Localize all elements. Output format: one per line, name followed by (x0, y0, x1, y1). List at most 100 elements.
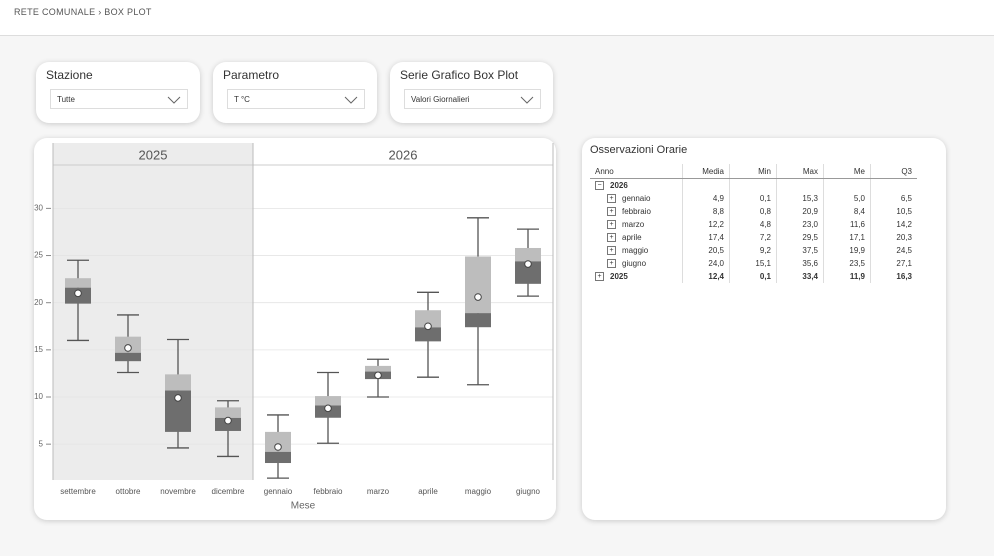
column-header[interactable]: Min (729, 164, 777, 179)
table-cell: 29,5 (776, 231, 824, 244)
row-label-cell: + gennaio (590, 192, 683, 205)
breadcrumb[interactable]: RETE COMUNALE › BOX PLOT (14, 7, 152, 17)
dropdown[interactable]: Tutte (50, 89, 188, 109)
column-header[interactable]: Media (682, 164, 730, 179)
filter-card: Serie Grafico Box Plot Valori Giornalieri (390, 62, 553, 123)
row-label-cell: + giugno (590, 257, 683, 270)
dropdown[interactable]: T °C (227, 89, 365, 109)
box-lower (465, 313, 491, 328)
x-tick-label: novembre (160, 487, 196, 496)
table-cell (823, 178, 871, 192)
x-tick-label: settembre (60, 487, 96, 496)
table-cell (776, 178, 824, 192)
column-header[interactable]: Anno (590, 164, 683, 179)
chart-card: 2025 2026 5 10 15 20 25 30 settembre ottobre novem… (34, 138, 556, 520)
box-upper (365, 365, 391, 372)
expand-toggle[interactable]: + (595, 272, 604, 282)
table-row: +2025 12,4 0,1 33,4 11,9 16,3 (590, 270, 917, 283)
box-upper (215, 407, 241, 418)
mean-dot (274, 443, 282, 451)
box-lower (515, 261, 541, 284)
x-tick-label: ottobre (116, 487, 141, 496)
expand-toggle[interactable]: + (607, 220, 616, 230)
expand-toggle[interactable]: + (607, 207, 616, 217)
table-row: + febbraio 8,8 0,8 20,9 8,4 10,5 (590, 205, 917, 218)
mean-dot (174, 394, 182, 402)
y-tick-label: 30 (34, 203, 43, 212)
table-cell: 27,1 (870, 257, 917, 270)
x-tick-label: aprile (418, 487, 438, 496)
mean-dot (524, 260, 532, 268)
row-label: gennaio (622, 193, 651, 203)
mean-dot (324, 404, 332, 413)
table-cell: 4,9 (682, 192, 730, 205)
mean-dot (74, 289, 82, 298)
box-upper (265, 431, 291, 452)
filter-card: Parametro T °C (213, 62, 377, 123)
dropdown[interactable]: Valori Giornalieri (404, 89, 541, 109)
expand-toggle[interactable]: + (607, 194, 616, 204)
y-tick-label: 5 (39, 439, 44, 448)
table-cell: 19,9 (823, 244, 871, 257)
table-cell: 11,9 (823, 270, 871, 283)
table-cell: 15,3 (776, 192, 824, 205)
row-label-cell: + marzo (590, 218, 683, 231)
table-cell: 7,2 (729, 231, 777, 244)
dropdown-value: Valori Giornalieri (411, 95, 470, 104)
table-cell: 24,5 (870, 244, 917, 257)
table-cell: 16,3 (870, 270, 917, 283)
row-label-cell: + febbraio (590, 205, 683, 218)
row-label-cell: + aprile (590, 231, 683, 244)
table-cell: 11,6 (823, 218, 871, 231)
table-cell: 33,4 (776, 270, 824, 283)
table-cell: 17,4 (682, 231, 730, 244)
x-tick-label: febbraio (314, 487, 343, 496)
dropdown-value: Tutte (57, 95, 75, 104)
table-cell: 14,2 (870, 218, 917, 231)
table-cell: 5,0 (823, 192, 871, 205)
box-upper (465, 256, 491, 314)
table-cell (682, 178, 730, 192)
row-label: aprile (622, 232, 642, 242)
table-cell (729, 178, 777, 192)
x-tick-label: giugno (516, 487, 541, 496)
mean-dot (374, 371, 382, 380)
x-tick-label: gennaio (264, 487, 293, 496)
expand-toggle[interactable]: + (607, 246, 616, 256)
row-label: marzo (622, 219, 645, 229)
box-upper (415, 310, 441, 328)
group-label: 2026 (389, 147, 418, 162)
table-cell: 0,8 (729, 205, 777, 218)
table-cell: 35,6 (776, 257, 824, 270)
expand-toggle[interactable]: + (607, 233, 616, 243)
column-header[interactable]: Max (776, 164, 824, 179)
box-lower (265, 451, 291, 464)
y-tick-label: 20 (34, 298, 43, 307)
column-header[interactable]: Q3 (870, 164, 917, 179)
table-cell: 15,1 (729, 257, 777, 270)
row-label: 2025 (610, 271, 628, 281)
header: RETE COMUNALE › BOX PLOT (0, 0, 994, 36)
expand-toggle[interactable]: + (607, 259, 616, 269)
y-tick-label: 15 (34, 345, 43, 354)
filter-label: Serie Grafico Box Plot (400, 68, 519, 82)
chevron (167, 96, 181, 104)
x-tick-label: marzo (367, 487, 390, 496)
column-header[interactable]: Me (823, 164, 871, 179)
group-label: 2025 (139, 147, 168, 162)
x-tick-label: dicembre (212, 487, 245, 496)
box-upper (65, 278, 91, 288)
row-label: maggio (622, 245, 649, 255)
y-tick-label: 10 (34, 392, 43, 401)
table-cell: 12,4 (682, 270, 730, 283)
row-label: 2026 (610, 180, 628, 190)
dropdown-value: T °C (234, 95, 250, 104)
chevron (344, 96, 358, 104)
box-lower (415, 327, 441, 342)
expand-toggle[interactable]: − (595, 181, 604, 191)
table-cell: 6,5 (870, 192, 917, 205)
header-row: Anno Media Min Max Me Q3 (590, 164, 917, 179)
mean-dot (224, 416, 232, 425)
